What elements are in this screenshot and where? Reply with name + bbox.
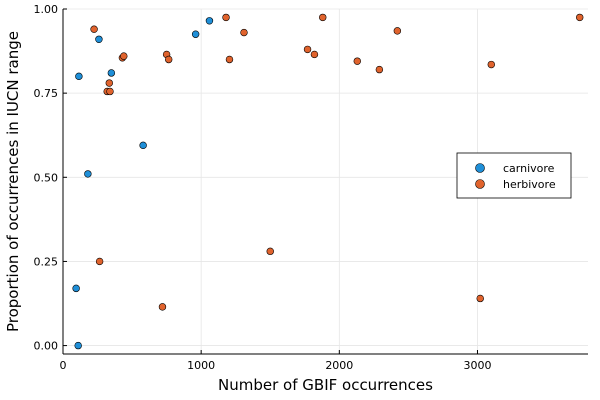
- axes: [62, 9, 588, 355]
- data-point-herbivore: [120, 52, 128, 60]
- x-tick-label: 3000: [463, 359, 491, 372]
- data-point-herbivore: [95, 257, 104, 266]
- legend-label-herbivore: herbivore: [503, 178, 556, 191]
- data-point-carnivore: [84, 170, 92, 178]
- data-point-carnivore: [107, 69, 116, 77]
- y-tick-label: 1.00: [34, 3, 59, 16]
- data-point-herbivore: [375, 65, 384, 74]
- data-point-herbivore: [158, 303, 167, 311]
- data-point-herbivore: [164, 55, 173, 64]
- grid: [62, 8, 588, 354]
- data-point-herbivore: [353, 57, 361, 65]
- data-point-herbivore: [105, 79, 113, 87]
- x-tick-label: 2000: [325, 359, 353, 372]
- legend-label-carnivore: carnivore: [503, 162, 555, 175]
- data-point-herbivore: [222, 13, 230, 22]
- data-point-herbivore: [90, 25, 98, 33]
- data-point-herbivore: [240, 28, 248, 37]
- x-tick-label: 1000: [187, 359, 215, 372]
- legend-box: [456, 152, 572, 199]
- data-point-carnivore: [95, 35, 103, 43]
- data-point-herbivore: [476, 294, 484, 303]
- ticks: 0 1000 2000 3000 0.00 0.25 0.50 0.75 1.00: [34, 3, 492, 372]
- x-axis-label: Number of GBIF occurrences: [218, 376, 433, 394]
- data-point-herbivore: [310, 50, 319, 59]
- legend: carnivore herbivore: [456, 152, 572, 199]
- data-point-herbivore: [106, 87, 114, 96]
- y-tick-label: 0.75: [34, 87, 59, 100]
- y-tick-label: 0.50: [34, 171, 59, 184]
- x-tick-label: 0: [60, 359, 67, 372]
- data-point-herbivore: [225, 55, 234, 64]
- data-point-herbivore: [303, 45, 312, 54]
- y-tick-label: 0.00: [34, 340, 59, 353]
- data-point-carnivore: [139, 141, 147, 150]
- data-point-carnivore: [75, 72, 83, 81]
- data-point-carnivore: [74, 341, 82, 350]
- y-axis-label: Proportion of occurrences in IUCN range: [4, 31, 22, 332]
- data-point-herbivore: [266, 247, 274, 256]
- legend-marker-herbivore: [475, 179, 485, 189]
- data-point-carnivore: [72, 284, 80, 293]
- data-points: [72, 13, 584, 350]
- data-point-herbivore: [576, 13, 584, 22]
- data-point-herbivore: [393, 27, 402, 35]
- data-point-carnivore: [191, 30, 200, 38]
- legend-marker-carnivore: [475, 163, 485, 173]
- data-point-carnivore: [205, 17, 214, 25]
- data-point-herbivore: [487, 60, 495, 69]
- data-point-herbivore: [319, 13, 327, 22]
- y-tick-label: 0.25: [34, 255, 59, 268]
